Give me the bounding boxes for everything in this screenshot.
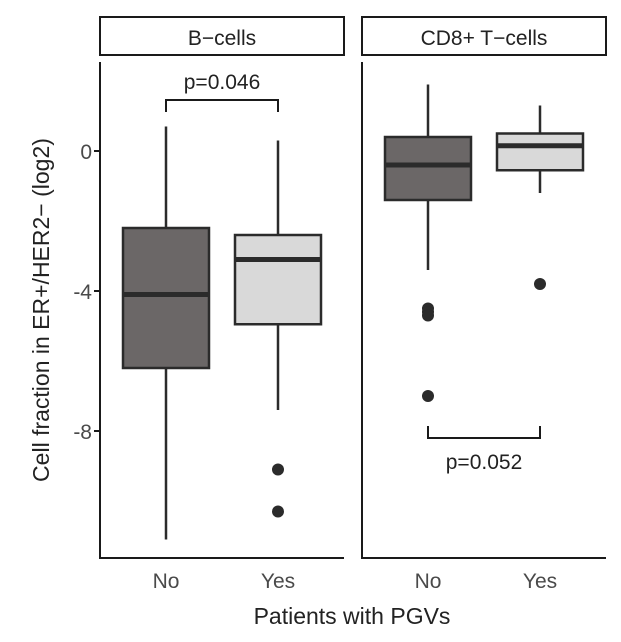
panel-2-x-tick-no: No	[415, 570, 442, 593]
panel-1-p-value: p=0.046	[184, 71, 261, 94]
panel-1-x-tick-yes: Yes	[261, 570, 295, 593]
panel-2-no-box	[383, 135, 473, 202]
panel-1-bracket	[165, 99, 279, 112]
panel-2-no-outlier-3	[422, 390, 434, 402]
panel-2-no-outlier-2	[422, 309, 434, 322]
panel-1-strip: B−cells	[99, 16, 345, 56]
y-tick-label-2: -8	[73, 421, 92, 444]
panel-2-yes-box	[495, 132, 585, 172]
panel-1-strip-label: B−cells	[188, 27, 256, 50]
y-axis-title: Cell fraction in ER+/HER2− (log2)	[28, 138, 54, 482]
panel-2-bracket	[427, 426, 541, 439]
panel-2-strip-label: CD8+ T−cells	[421, 27, 548, 50]
y-tick-label-1: -4	[73, 281, 92, 304]
panel-1-yes-box	[233, 233, 323, 326]
panel-2-x-tick-yes: Yes	[523, 570, 557, 593]
panel-2-p-value: p=0.052	[446, 451, 523, 474]
x-axis-title: Patients with PGVs	[254, 603, 451, 629]
panel-1-yes-outlier-1	[272, 505, 284, 518]
panel-1-yes-outlier-0	[272, 463, 284, 476]
y-tick-label-0: 0	[80, 141, 92, 164]
panel-2-strip: CD8+ T−cells	[361, 16, 607, 56]
panel-1-x-tick-no: No	[153, 570, 180, 593]
panel-2-yes-outlier-0	[534, 278, 546, 290]
panel-1-no-box	[121, 226, 211, 370]
